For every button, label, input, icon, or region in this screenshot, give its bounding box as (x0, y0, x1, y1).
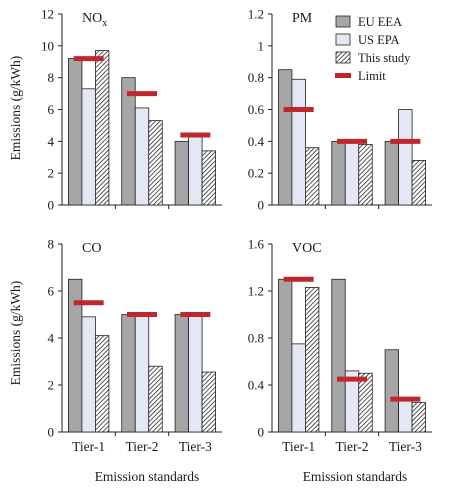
y-axis-title-top: Emissions (g/kWh) (8, 56, 23, 161)
voc-category-label: Tier-1 (282, 439, 315, 454)
nox-bar-this-study (148, 120, 163, 206)
co-category-label: Tier-3 (179, 439, 212, 454)
co-y-tick-label: 4 (48, 331, 55, 346)
pm-y-tick-label: 0.6 (248, 102, 265, 117)
pm-y-tick-label: 0 (258, 198, 265, 213)
nox-y-tick-label: 4 (48, 134, 55, 149)
nox-bar-eu-eea (174, 140, 189, 206)
nox-bar-eu-eea (68, 58, 83, 206)
pm-y-tick-label: 0.2 (248, 166, 264, 181)
nox-bar-us-epa (188, 134, 203, 206)
pm-y-tick-label: 0.4 (248, 134, 265, 149)
pm-bar-this-study (411, 160, 426, 206)
pm-bar-eu-eea (384, 140, 399, 206)
panel-title-co: CO (82, 241, 101, 256)
co-category-label: Tier-1 (72, 439, 105, 454)
nox-bar-this-study (95, 50, 110, 206)
pm-bar-this-study (305, 147, 320, 206)
voc-bar-this-study (411, 402, 426, 433)
legend-label: Limit (358, 69, 386, 83)
pm-y-tick-label: 1.2 (248, 7, 264, 22)
nox-y-tick-label: 6 (48, 102, 55, 117)
pm-bar-us-epa (291, 78, 306, 206)
co-bar-us-epa (134, 314, 150, 433)
voc-y-tick-label: 1.2 (248, 284, 264, 299)
co-y-tick-label: 2 (48, 378, 55, 393)
co-category-label: Tier-2 (126, 439, 159, 454)
pm-bar-eu-eea (331, 140, 346, 206)
legend-swatch-this-study (335, 51, 351, 64)
pm-y-tick-label: 1 (258, 38, 265, 53)
panel-title-nox: NOx (82, 11, 107, 29)
x-axis-title-right: Emission standards (303, 469, 408, 484)
co-bar-eu-eea (121, 314, 136, 433)
nox-bar-this-study (201, 150, 216, 206)
co-y-tick-label: 6 (48, 284, 55, 299)
y-axis-title-bottom: Emissions (g/kWh) (8, 281, 23, 386)
co-bar-eu-eea (174, 314, 189, 433)
voc-category-label: Tier-3 (389, 439, 422, 454)
legend-swatch-eu-eea (335, 15, 351, 28)
voc-bar-this-study (305, 287, 320, 433)
panel-title-pm: PM (292, 11, 313, 26)
voc-category-label: Tier-2 (336, 439, 369, 454)
voc-bar-us-epa (398, 399, 413, 433)
voc-bar-eu-eea (278, 278, 293, 433)
nox-bar-us-epa (134, 107, 150, 206)
voc-bar-this-study (358, 372, 373, 433)
voc-y-tick-label: 1.6 (248, 237, 265, 252)
pm-y-tick-label: 0.8 (248, 70, 264, 85)
nox-y-tick-label: 0 (48, 198, 55, 213)
panel-title-nox-main: NO (82, 11, 102, 26)
nox-y-tick-label: 10 (41, 38, 54, 53)
nox-y-tick-label: 12 (41, 7, 54, 22)
co-y-tick-label: 8 (48, 237, 55, 252)
legend-label: US EPA (358, 33, 400, 47)
nox-y-tick-label: 2 (48, 166, 55, 181)
co-bar-us-epa (81, 316, 96, 433)
voc-y-tick-label: 0.8 (248, 331, 264, 346)
nox-bar-eu-eea (121, 77, 136, 206)
nox-bar-us-epa (81, 88, 96, 206)
x-axis-title-left: Emission standards (95, 469, 200, 484)
voc-bar-us-epa (291, 343, 306, 433)
legend-swatch-us-epa (335, 33, 351, 46)
chart-marks: 0 2 4 6 8 10 12 0 0.2 0.4 0.6 0.8 1 1.2 EU EEA US EPA Th… (41, 7, 432, 454)
co-bar-this-study (201, 371, 216, 433)
pm-bar-eu-eea (278, 69, 293, 206)
co-y-tick-label: 0 (48, 425, 55, 440)
voc-y-tick-label: 0.4 (248, 378, 265, 393)
panel-title-nox-sub: x (102, 18, 107, 29)
pm-bar-us-epa (398, 109, 413, 206)
pm-bar-us-epa (344, 140, 360, 206)
nox-y-tick-label: 8 (48, 70, 55, 85)
pm-bar-this-study (358, 144, 373, 206)
co-bar-this-study (148, 365, 163, 433)
co-bar-this-study (95, 335, 110, 433)
legend-label: EU EEA (358, 15, 402, 29)
voc-y-tick-label: 0 (258, 425, 265, 440)
voc-bar-eu-eea (331, 278, 346, 433)
legend-label: This study (358, 51, 411, 65)
voc-bar-eu-eea (384, 349, 399, 433)
panel-title-voc: VOC (292, 241, 322, 256)
co-bar-us-epa (188, 314, 203, 433)
